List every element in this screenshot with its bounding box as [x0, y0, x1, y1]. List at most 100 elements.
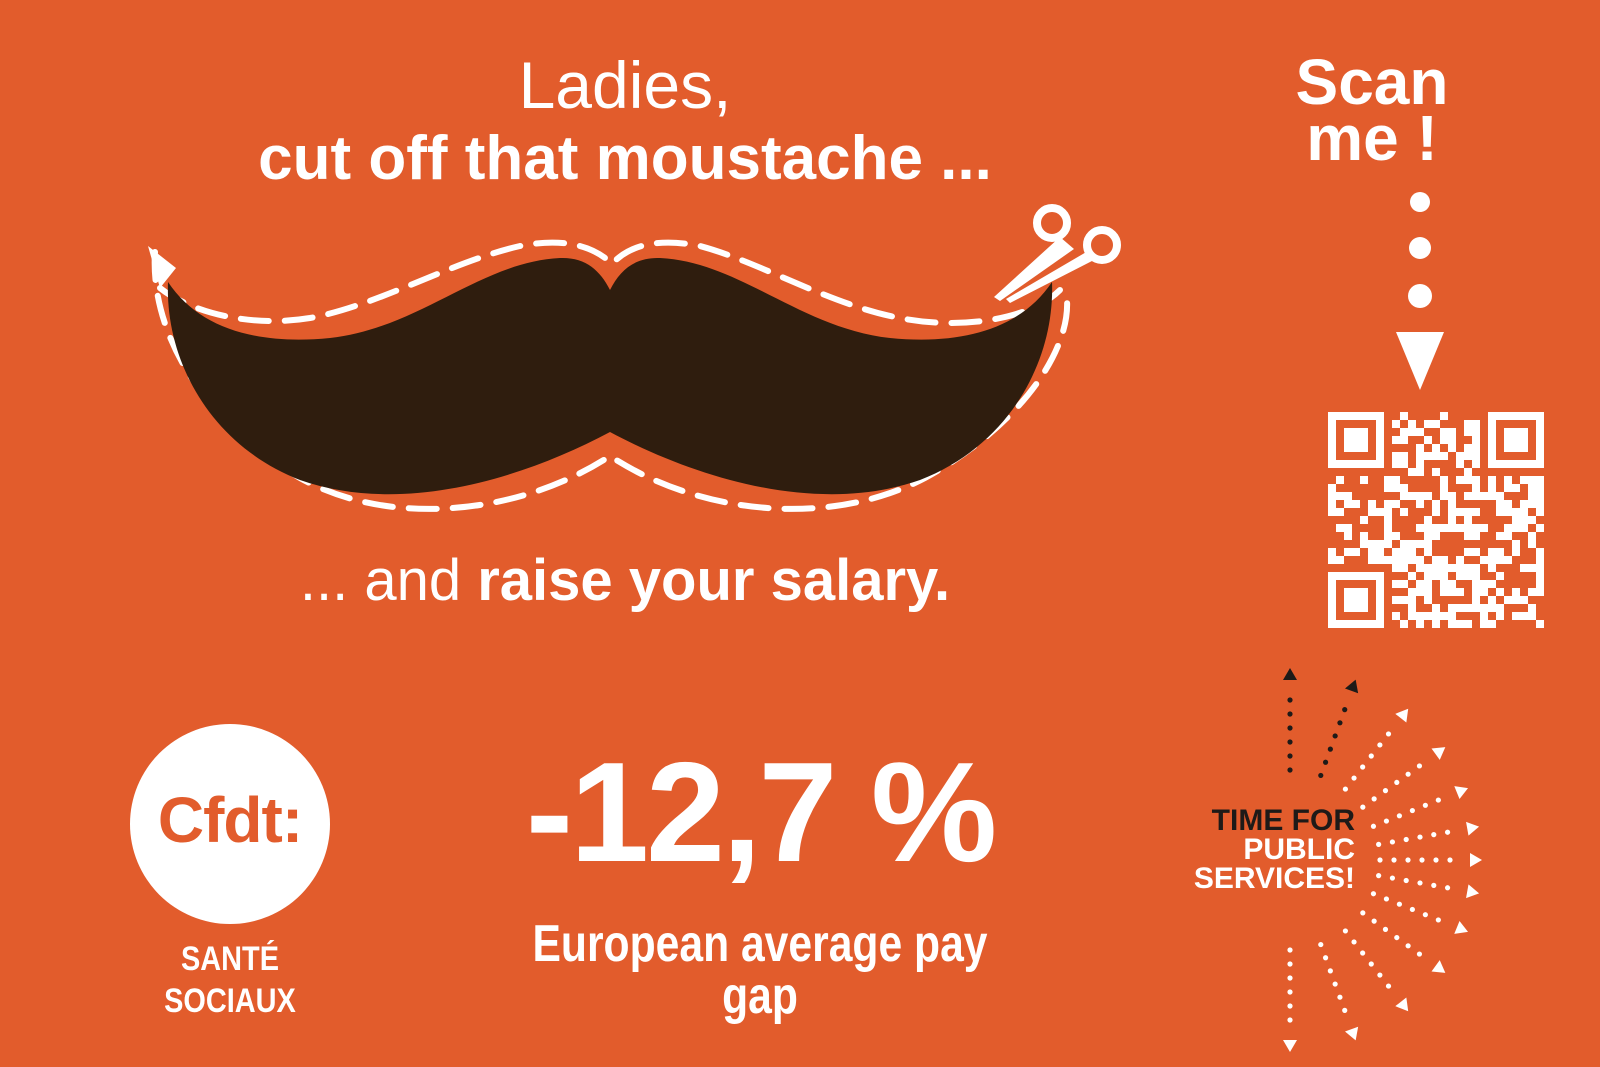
- qr-module: [1488, 484, 1496, 492]
- burst-dot: [1371, 796, 1377, 802]
- qr-module: [1392, 436, 1400, 444]
- qr-module: [1328, 500, 1336, 508]
- burst-dot: [1351, 939, 1357, 945]
- qr-module: [1416, 556, 1424, 564]
- qr-module: [1528, 476, 1536, 484]
- qr-module: [1424, 540, 1432, 548]
- qr-module: [1432, 500, 1440, 508]
- qr-module: [1432, 468, 1440, 476]
- qr-module: [1376, 508, 1384, 516]
- qr-module: [1448, 620, 1456, 628]
- cfdt-subtitle-line-1: SANTÉ: [181, 940, 279, 978]
- qr-module: [1360, 532, 1368, 540]
- qr-module: [1448, 492, 1456, 500]
- qr-module: [1520, 564, 1528, 572]
- qr-module: [1472, 580, 1480, 588]
- burst-dot: [1435, 797, 1441, 803]
- qr-module: [1496, 508, 1504, 516]
- qr-module: [1464, 476, 1472, 484]
- qr-finder: [1328, 572, 1384, 628]
- qr-module: [1432, 444, 1440, 452]
- qr-module: [1408, 428, 1416, 436]
- burst-dot: [1391, 857, 1397, 863]
- moustache-illustration: [148, 204, 1121, 512]
- qr-module: [1392, 532, 1400, 540]
- qr-module: [1432, 556, 1440, 564]
- qr-module: [1448, 516, 1456, 524]
- burst-dot: [1322, 955, 1329, 961]
- qr-module: [1432, 452, 1440, 460]
- qr-module: [1408, 588, 1416, 596]
- qr-module: [1504, 500, 1512, 508]
- qr-module: [1536, 476, 1544, 484]
- qr-module: [1472, 564, 1480, 572]
- qr-module: [1528, 516, 1536, 524]
- headline-ladies: Ladies,: [518, 48, 732, 122]
- qr-module: [1440, 572, 1448, 580]
- qr-module: [1528, 492, 1536, 500]
- qr-module: [1424, 548, 1432, 556]
- qr-module: [1432, 420, 1440, 428]
- campaign-line-1: TIME FOR: [1211, 804, 1355, 837]
- qr-module: [1528, 588, 1536, 596]
- qr-module: [1400, 492, 1408, 500]
- burst-dot: [1405, 857, 1411, 863]
- qr-module: [1400, 436, 1408, 444]
- qr-module: [1512, 484, 1520, 492]
- qr-module: [1472, 420, 1480, 428]
- qr-module: [1408, 468, 1416, 476]
- subline: ... and raise your salary.: [0, 552, 1250, 610]
- qr-module: [1384, 540, 1392, 548]
- burst-dot: [1396, 813, 1403, 819]
- cfdt-logo-text: Cfdt:: [157, 784, 303, 856]
- qr-module: [1496, 604, 1504, 612]
- qr-module: [1432, 524, 1440, 532]
- qr-module: [1456, 588, 1464, 596]
- cfdt-subtitle: SANTÉ SOCIAUX: [145, 938, 315, 1022]
- burst-dot: [1360, 764, 1366, 770]
- qr-module: [1440, 580, 1448, 588]
- qr-module: [1488, 596, 1496, 604]
- qr-module: [1528, 564, 1536, 572]
- qr-module: [1448, 612, 1456, 620]
- burst-dot: [1433, 857, 1439, 863]
- qr-module: [1392, 420, 1400, 428]
- arrow-down-icon: [1396, 192, 1444, 390]
- qr-module: [1384, 516, 1392, 524]
- qr-module: [1536, 492, 1544, 500]
- campaign-line-2: PUBLIC: [1243, 833, 1355, 866]
- qr-module: [1512, 596, 1520, 604]
- qr-module: [1536, 548, 1544, 556]
- burst-arrowhead: [1454, 920, 1469, 934]
- burst-dot: [1287, 1003, 1293, 1009]
- qr-module: [1360, 516, 1368, 524]
- qr-module: [1504, 508, 1512, 516]
- qr-module: [1400, 596, 1408, 604]
- qr-module: [1368, 540, 1376, 548]
- qr-module: [1488, 548, 1496, 556]
- burst-dot: [1342, 1007, 1348, 1013]
- qr-module: [1440, 524, 1448, 532]
- qr-module: [1512, 516, 1520, 524]
- qr-module: [1464, 444, 1472, 452]
- qr-module: [1480, 580, 1488, 588]
- burst-dot: [1287, 739, 1293, 745]
- qr-module: [1472, 476, 1480, 484]
- burst-arrowhead: [1466, 884, 1480, 899]
- qr-module: [1400, 540, 1408, 548]
- qr-module: [1416, 564, 1424, 572]
- qr-module: [1472, 548, 1480, 556]
- qr-code[interactable]: [1328, 412, 1544, 628]
- qr-module: [1424, 492, 1432, 500]
- qr-module: [1480, 556, 1488, 564]
- qr-module: [1352, 500, 1360, 508]
- qr-module: [1408, 556, 1416, 564]
- qr-module: [1464, 532, 1472, 540]
- qr-module: [1344, 532, 1352, 540]
- moustache-shape: [167, 257, 1053, 495]
- qr-module: [1392, 460, 1400, 468]
- qr-module: [1488, 564, 1496, 572]
- qr-module: [1336, 492, 1344, 500]
- qr-module: [1400, 412, 1408, 420]
- pay-gap-value: -12,7 %: [525, 733, 997, 892]
